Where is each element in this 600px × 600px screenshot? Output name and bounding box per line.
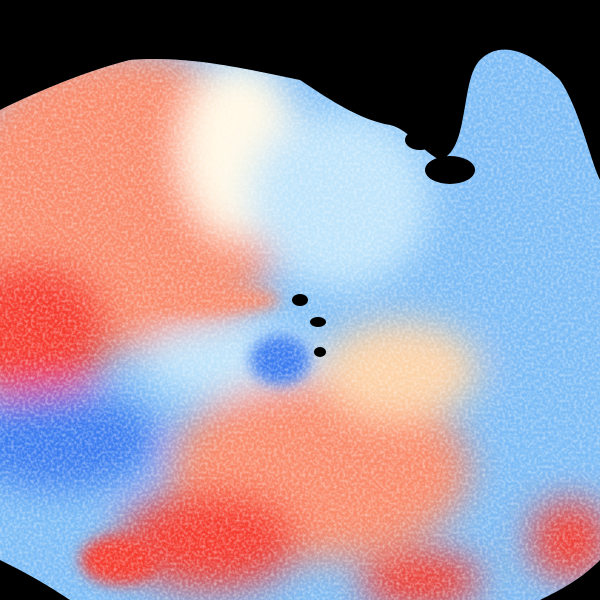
gap [310,317,326,327]
gap [314,347,326,357]
no-data-gaps [292,130,475,357]
gap [292,294,308,306]
gap [405,130,435,150]
gap [425,156,475,184]
